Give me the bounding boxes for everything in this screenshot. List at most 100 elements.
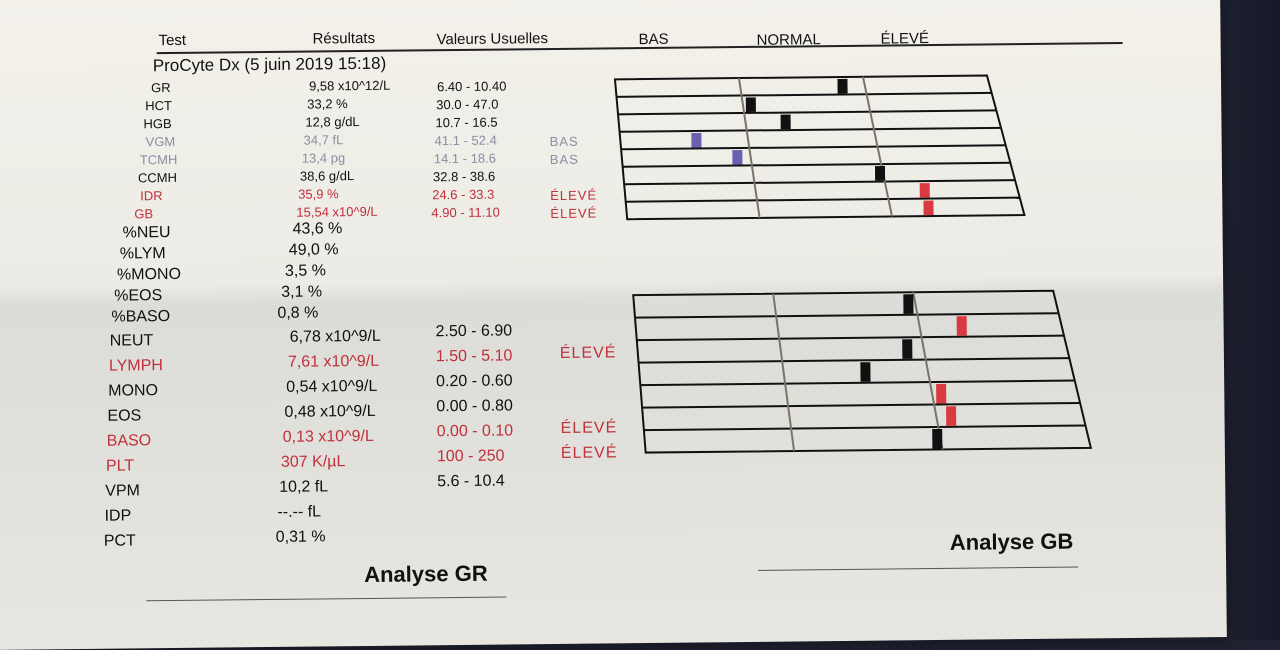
- gr-gauge-row-line: [618, 109, 997, 116]
- diff-test-name: %NEU: [122, 224, 171, 242]
- gr-gauge-zone-divider: [861, 76, 894, 217]
- gr-result-value: 13,4 pg: [301, 150, 346, 166]
- gb-test-name: MONO: [108, 382, 159, 400]
- gb-ref-range: 0.00 - 0.10: [436, 422, 514, 441]
- gr-ref-range: 41.1 - 52.4: [434, 132, 497, 149]
- gr-test-name: VGM: [145, 133, 176, 150]
- gb-gauge-marker: [932, 428, 943, 449]
- gr-gauge-row-line: [621, 144, 1006, 151]
- gb-flag: ÉLEVÉ: [560, 444, 618, 462]
- gb-gauge-marker: [860, 362, 871, 382]
- gb-gauge-row-line: [636, 334, 1064, 342]
- gb-gauge-marker: [903, 294, 914, 314]
- gb-gauge-row-line: [643, 424, 1086, 432]
- lab-report-paper: Test Résultats Valeurs Usuelles BAS NORM…: [0, 0, 1227, 650]
- gr-gauge-marker: [837, 78, 848, 94]
- gb-result-value: 0,31 %: [275, 528, 326, 546]
- gr-flag: ÉLEVÉ: [550, 187, 598, 204]
- gr-gauge-marker: [745, 97, 756, 112]
- gr-result-value: 33,2 %: [307, 96, 348, 112]
- gb-gauge-row-line: [642, 402, 1081, 409]
- gr-gauge-row-line: [619, 126, 1002, 133]
- gb-gauge-marker: [946, 406, 957, 426]
- gr-result-value: 12,8 g/dL: [305, 114, 360, 130]
- header-results: Résultats: [312, 29, 376, 48]
- gr-ref-range: 32.8 - 38.6: [432, 168, 496, 185]
- gr-gauge-marker: [923, 200, 934, 216]
- gb-flag: ÉLEVÉ: [560, 419, 618, 437]
- gb-gauge-row-line: [638, 357, 1070, 364]
- gr-ref-range: 24.6 - 33.3: [432, 186, 495, 203]
- gr-gauge-marker: [874, 166, 886, 181]
- gr-test-name: HCT: [145, 97, 173, 114]
- diff-result-value: 49,0 %: [288, 241, 339, 259]
- gb-test-name: NEUT: [109, 332, 154, 350]
- gr-gauge-marker: [780, 114, 791, 130]
- gr-result-value: 34,7 fL: [303, 132, 344, 148]
- gb-gauge-marker: [902, 339, 913, 359]
- gr-ref-range: 14.1 - 18.6: [433, 150, 497, 167]
- gr-ref-range: 30.0 - 47.0: [436, 96, 499, 113]
- gr-ref-range: 4.90 - 11.10: [431, 204, 500, 221]
- gb-result-value: 10,2 fL: [279, 478, 329, 496]
- gb-result-value: 0,13 x10^9/L: [282, 427, 374, 446]
- gb-result-value: 0,48 x10^9/L: [284, 402, 376, 421]
- gb-ref-range: 100 - 250: [436, 447, 505, 466]
- gr-gauge-zone-divider: [737, 77, 761, 218]
- gb-ref-range: 1.50 - 5.10: [435, 347, 513, 366]
- gr-test-name: HGB: [143, 116, 172, 132]
- gr-result-value: 35,9 %: [298, 186, 339, 202]
- gb-test-name: PCT: [103, 532, 136, 550]
- diff-test-name: %EOS: [114, 287, 163, 305]
- gb-result-value: 7,61 x10^9/L: [287, 352, 380, 371]
- gr-analysis-title: Analyse GR: [364, 560, 488, 588]
- diff-test-name: %BASO: [111, 308, 171, 326]
- gr-gauge-marker: [691, 132, 702, 148]
- gr-gauge-row-line: [625, 196, 1020, 203]
- gb-test-name: BASO: [106, 432, 152, 450]
- diff-test-name: %MONO: [116, 265, 182, 284]
- gb-ref-range: 0.20 - 0.60: [436, 372, 513, 391]
- gb-result-value: --.-- fL: [277, 503, 322, 521]
- gr-ref-range: 6.40 - 10.40: [436, 78, 507, 95]
- gr-test-name: TCMH: [139, 151, 178, 168]
- diff-result-value: 3,5 %: [284, 262, 326, 280]
- diff-result-value: 0,8 %: [277, 304, 319, 322]
- gr-result-value: 38,6 g/dL: [299, 168, 355, 184]
- gb-gauge-grid: [632, 289, 1095, 461]
- gr-gauge-grid: [613, 74, 1029, 228]
- gr-result-value: 15,54 x10^9/L: [296, 203, 378, 220]
- gb-flag: ÉLEVÉ: [559, 344, 617, 362]
- gb-gauge-marker: [956, 316, 967, 336]
- analyzer-subtitle: ProCyte Dx (5 juin 2019 15:18): [152, 53, 387, 76]
- gr-ref-range: 10.7 - 16.5: [435, 114, 498, 131]
- diff-test-name: %LYM: [119, 245, 166, 263]
- header-ref: Valeurs Usuelles: [436, 30, 549, 49]
- diff-result-value: 3,1 %: [281, 283, 323, 301]
- gr-gauge-marker: [919, 183, 930, 198]
- gr-footer-line: [146, 596, 507, 602]
- gb-ref-range: 5.6 - 10.4: [437, 472, 505, 491]
- gb-ref-range: 2.50 - 6.90: [435, 322, 513, 341]
- gb-ref-range: 0.00 - 0.80: [436, 397, 513, 416]
- gb-result-value: 307 K/µL: [280, 453, 346, 471]
- gr-test-name: CCMH: [137, 169, 178, 186]
- gr-flag: BAS: [549, 151, 579, 168]
- gr-gauge-marker: [732, 150, 743, 165]
- gb-result-value: 6,78 x10^9/L: [289, 327, 381, 346]
- gb-gauge-marker: [936, 383, 947, 404]
- gb-test-name: IDP: [104, 507, 132, 525]
- gr-test-name: GR: [150, 80, 171, 96]
- diff-result-value: 43,6 %: [292, 220, 343, 238]
- gr-test-name: IDR: [140, 188, 163, 204]
- gb-test-name: VPM: [105, 482, 141, 500]
- gr-flag: BAS: [549, 133, 579, 150]
- gr-gauge-row-line: [622, 161, 1011, 168]
- gb-test-name: PLT: [105, 457, 135, 475]
- gb-gauge-zone-divider: [772, 293, 796, 452]
- gb-result-value: 0,54 x10^9/L: [286, 377, 378, 396]
- gb-gauge-row-line: [640, 379, 1075, 387]
- gb-test-name: LYMPH: [108, 357, 163, 375]
- gb-gauge-zone-divider: [912, 292, 944, 450]
- gr-gauge-svg: [613, 74, 1026, 221]
